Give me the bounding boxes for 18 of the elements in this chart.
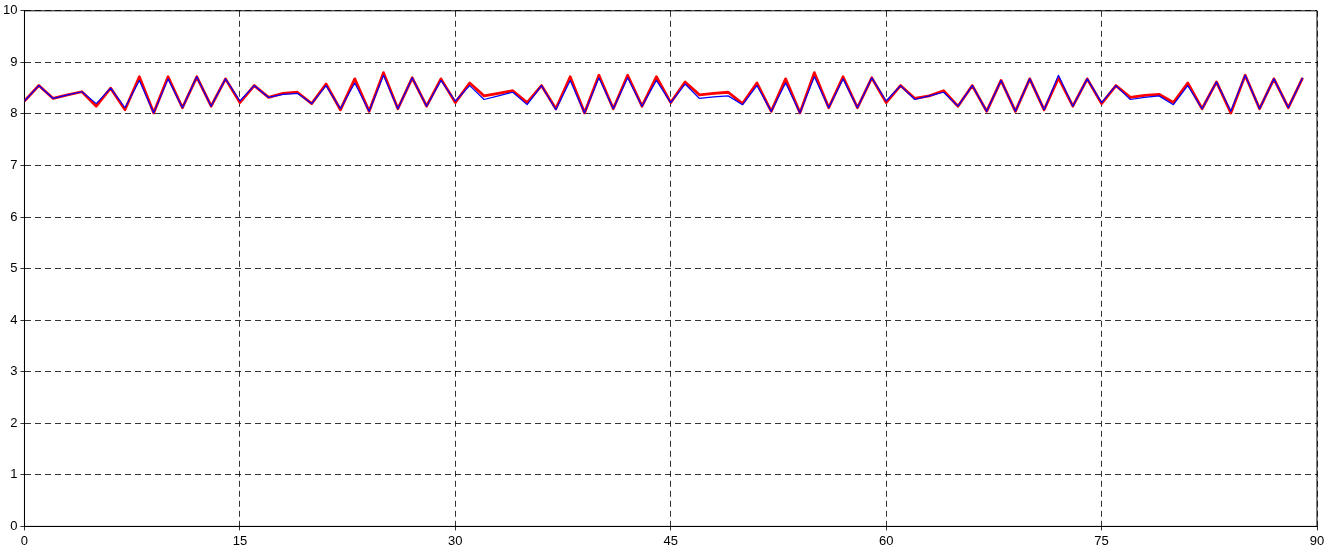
- x-tick-label: 60: [878, 532, 894, 548]
- x-tick-label: 0: [20, 532, 29, 548]
- y-tick-label: 5: [10, 260, 18, 276]
- y-tick-label: 1: [10, 466, 18, 482]
- y-tick-label: 2: [10, 414, 18, 430]
- x-tick-label: 90: [1309, 532, 1325, 548]
- x-tick-label: 30: [448, 532, 463, 548]
- x-tick-label: 75: [1094, 532, 1109, 548]
- y-tick-label: 8: [10, 105, 18, 121]
- y-tick-label: 0: [10, 517, 18, 533]
- y-tick-label: 4: [10, 311, 18, 327]
- y-tick-label: 7: [10, 157, 18, 173]
- y-tick-label: 9: [10, 53, 18, 69]
- y-tick-label: 3: [10, 363, 18, 379]
- y-tick-label: 10: [2, 2, 18, 18]
- x-tick-label: 15: [232, 532, 248, 548]
- x-tick-label: 45: [663, 532, 678, 548]
- y-tick-label: 6: [10, 208, 18, 224]
